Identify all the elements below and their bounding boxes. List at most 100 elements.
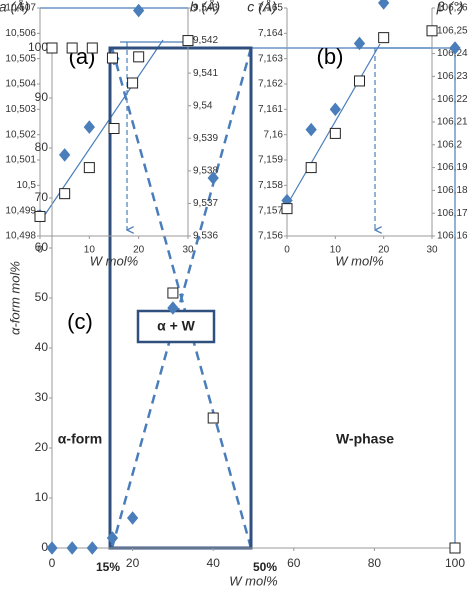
y2-tick-label: 9,538 <box>193 165 218 176</box>
phase-regions <box>108 46 456 550</box>
y2-tick-label: 106,23 <box>437 71 468 82</box>
square-point <box>127 77 139 89</box>
y-tick-label: 0 <box>41 540 48 554</box>
annotation: 50% <box>253 560 277 574</box>
y2-tick-label: 9,542 <box>193 35 218 46</box>
square-point <box>281 203 293 215</box>
x-tick-label: 30 <box>426 245 438 256</box>
y-tick-label: 7,161 <box>258 104 283 115</box>
y-tick-label: 10 <box>35 490 49 504</box>
y2-tick-label: 9,541 <box>193 68 218 79</box>
y-tick-label: 10,504 <box>5 79 36 90</box>
y-tick-label: 60 <box>35 240 49 254</box>
y-tick-label: 50 <box>35 290 49 304</box>
square-point <box>106 52 118 64</box>
square-point <box>34 210 46 222</box>
diamond-point <box>305 122 317 137</box>
square-point <box>66 42 78 54</box>
x-tick-label: 20 <box>378 245 390 256</box>
diamond-point <box>167 301 179 315</box>
diamond-point <box>133 3 145 18</box>
square-point <box>449 542 461 554</box>
annotation: α-form <box>58 431 102 447</box>
diamond-point <box>449 41 461 55</box>
y-tick-label: 10,503 <box>5 104 36 115</box>
x-axis-label: W mol% <box>90 253 138 268</box>
square-point <box>207 412 219 424</box>
y-tick-label: 7,157 <box>258 205 283 216</box>
y-tick-label: 7,164 <box>258 28 283 39</box>
y2-tick-label: 9,54 <box>193 100 213 111</box>
diamond-point <box>66 541 78 555</box>
y-tick-label: 30 <box>35 390 49 404</box>
y-tick-label: 40 <box>35 340 49 354</box>
y-tick-label: 10,5 <box>17 180 37 191</box>
square-point <box>86 42 98 54</box>
y2-axis-label: β (°) <box>436 0 464 15</box>
y2-tick-label: 106,21 <box>437 117 468 128</box>
y-tick-label: 70 <box>35 190 49 204</box>
y-tick-label: 20 <box>35 440 49 454</box>
y-axis-label: c (Å) <box>247 0 277 15</box>
diamond-point <box>353 36 366 51</box>
diamond-point <box>83 120 95 134</box>
y2-tick-label: 106,19 <box>437 162 468 173</box>
y-tick-label: 10,502 <box>5 129 36 140</box>
y-tick-label: 10,499 <box>5 205 36 216</box>
y2-tick-label: 106,2 <box>437 139 462 150</box>
square-point <box>329 127 341 139</box>
diamond-point <box>378 0 390 10</box>
x-tick-label: 40 <box>207 556 221 570</box>
annotation: 15% <box>96 560 120 574</box>
square-point <box>426 25 438 37</box>
y2-tick-label: 106,17 <box>437 208 468 219</box>
y-tick-label: 7,159 <box>258 155 283 166</box>
square-point <box>108 123 120 135</box>
y-tick-label: 10,498 <box>5 231 36 242</box>
x-axis-label: W mol% <box>229 573 277 588</box>
x-axis-label: W mol% <box>335 253 383 268</box>
y-tick-label: 90 <box>35 90 49 104</box>
x-tick-label: 30 <box>182 245 194 256</box>
y2-tick-label: 9,539 <box>193 133 218 144</box>
square-point <box>167 287 179 299</box>
y2-tick-label: 106,18 <box>437 185 468 196</box>
square-point <box>59 188 71 200</box>
diamond-point <box>59 148 71 162</box>
x-tick-label: 80 <box>368 556 382 570</box>
x-tick-label: 0 <box>37 245 43 256</box>
y-tick-label: 100 <box>28 40 48 54</box>
diamond-point <box>46 541 58 555</box>
y2-tick-label: 9,543 <box>193 3 218 14</box>
diamond-point <box>126 511 139 525</box>
y2-tick-label: 106,25 <box>437 25 468 36</box>
y-tick-label: 7,162 <box>258 79 283 90</box>
x-tick-label: 100 <box>445 556 465 570</box>
y-tick-label: 7,158 <box>258 180 283 191</box>
y-tick-label: 10,505 <box>5 53 36 64</box>
x-tick-label: 0 <box>49 556 56 570</box>
x-tick-label: 0 <box>284 245 290 256</box>
y-tick-label: 10,507 <box>5 3 36 14</box>
y-tick-label: 7,163 <box>258 53 283 64</box>
square-point <box>378 32 390 44</box>
y2-tick-label: 106,16 <box>437 231 468 242</box>
x-tick-label: 60 <box>287 556 301 570</box>
fit-lines-b <box>286 43 432 230</box>
y-tick-label: 7,156 <box>258 231 283 242</box>
y-axis-label: a (Å) <box>0 0 29 15</box>
annotation: W-phase <box>336 431 394 447</box>
y2-tick-label: 9,536 <box>193 231 218 242</box>
square-point <box>133 51 145 63</box>
annotation: α + W <box>157 318 196 334</box>
diamond-point <box>329 102 341 117</box>
y-axis-label: α-form mol% <box>7 261 22 335</box>
y-tick-label: 80 <box>35 140 49 154</box>
square-point <box>305 162 317 174</box>
y2-tick-label: 106,26 <box>437 3 468 14</box>
x-tick-label: 20 <box>126 556 140 570</box>
square-point <box>182 35 194 47</box>
y2-tick-label: 106,24 <box>437 48 468 59</box>
y-tick-label: 10,501 <box>5 155 36 166</box>
